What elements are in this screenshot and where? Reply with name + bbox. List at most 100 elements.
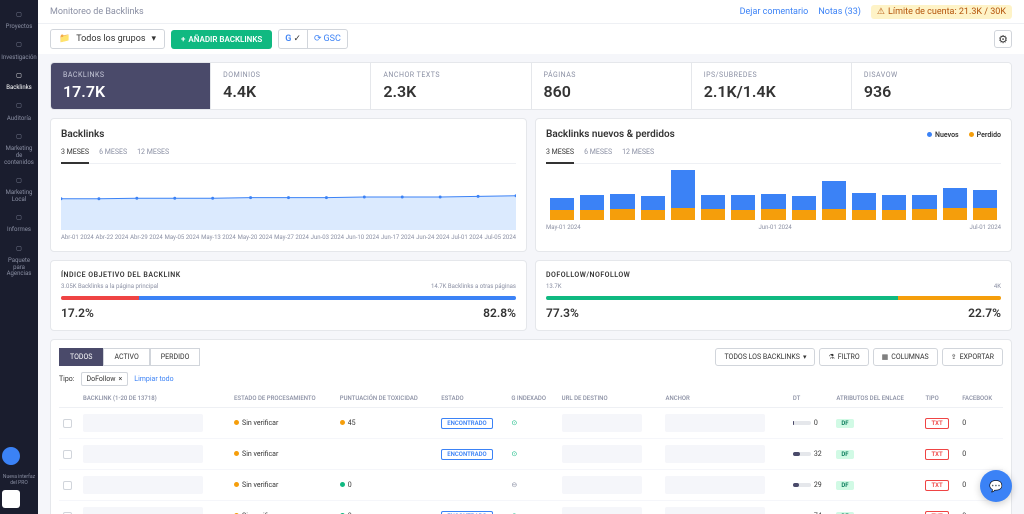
sidebar-item-house[interactable]: ▢Proyectos — [2, 4, 36, 35]
bar-pair — [912, 195, 936, 220]
sidebar-item-pin[interactable]: ▢Marketing Local — [2, 170, 36, 207]
kpi-backlinks[interactable]: BACKLINKS17.7K — [51, 63, 211, 109]
url-cell[interactable] — [562, 476, 642, 494]
url-cell[interactable] — [562, 507, 642, 514]
export-button[interactable]: ⇪ EXPORTAR — [942, 348, 1003, 366]
dt-value: 0 — [814, 419, 818, 427]
column-header[interactable]: ATRIBUTOS DEL ENLACE — [832, 390, 921, 408]
kpi-ips/subredes[interactable]: IPS/SUBREDES2.1K/1.4K — [692, 63, 852, 109]
x-label: May-13 2024 — [201, 234, 236, 241]
notes-link[interactable]: Notas (33) — [818, 7, 861, 17]
type-badge: TXT — [925, 449, 948, 460]
x-label: May-01 2024 — [546, 224, 581, 231]
column-header[interactable]: DT — [789, 390, 833, 408]
x-label: Jul-05 2024 — [485, 234, 516, 241]
kpi-label: PÁGINAS — [544, 71, 679, 79]
url-cell[interactable] — [562, 445, 642, 463]
sidebar-new-ui[interactable]: Nueva interfaz del PRO — [2, 471, 36, 490]
sidebar-tool[interactable] — [2, 490, 20, 508]
row-checkbox[interactable] — [63, 481, 72, 490]
comment-link[interactable]: Dejar comentario — [740, 7, 809, 17]
indexed-icon: ⊖ — [511, 481, 517, 489]
period-tab[interactable]: 6 MESES — [99, 148, 127, 159]
close-icon[interactable]: × — [119, 375, 123, 383]
column-header[interactable]: ESTADO — [437, 390, 507, 408]
type-badge: TXT — [925, 418, 948, 429]
sidebar-item-chart[interactable]: ▢Informes — [2, 207, 36, 238]
period-tab[interactable]: 3 MESES — [546, 148, 574, 164]
url-cell[interactable] — [562, 414, 642, 432]
x-label: May-20 2024 — [238, 234, 273, 241]
period-tab[interactable]: 12 MESES — [137, 148, 169, 159]
sidebar-item-doc[interactable]: ▢Marketing de contenidos — [2, 126, 36, 170]
backlink-cell[interactable] — [83, 476, 203, 494]
column-header[interactable]: FACEBOOK — [958, 390, 1003, 408]
period-tab[interactable]: 3 MESES — [61, 148, 89, 164]
dt-value: 32 — [814, 450, 822, 458]
x-label: May-27 2024 — [274, 234, 309, 241]
sidebar-item-book[interactable]: ▢Investigación — [2, 35, 36, 66]
anchor-cell — [665, 414, 765, 432]
column-header[interactable]: ANCHOR — [661, 390, 788, 408]
filter-chip[interactable]: DoFollow × — [81, 372, 129, 386]
backlink-cell[interactable] — [83, 414, 203, 432]
columns-button[interactable]: ▦ COLUMNAS — [873, 348, 938, 366]
sidebar-item-box[interactable]: ▢Paquete para Agencias — [2, 238, 36, 282]
x-label: Jun-01 2024 — [758, 224, 791, 231]
sidebar-label: Informes — [7, 227, 31, 234]
table-row: Sin verificar 45 ENCONTRADO ⊙ 0 DF TXT 0 — [59, 408, 1003, 439]
type-badge: TXT — [925, 480, 948, 491]
group-dropdown[interactable]: 📁 Todos los grupos ▾ — [50, 29, 165, 49]
sidebar-label: Auditoría — [7, 116, 31, 123]
add-backlinks-button[interactable]: + AÑADIR BACKLINKS — [171, 30, 272, 49]
period-tab[interactable]: 12 MESES — [622, 148, 654, 159]
status-text: Sin verificar — [242, 450, 278, 458]
column-header[interactable]: BACKLINK (1-20 DE 13718) — [79, 390, 230, 408]
column-header[interactable]: TIPO — [921, 390, 958, 408]
column-header[interactable]: URL DE DESTINO — [558, 390, 662, 408]
kpi-dominios[interactable]: DOMINIOS4.4K — [211, 63, 371, 109]
backlink-cell[interactable] — [83, 445, 203, 463]
progress-right-val: 22.7% — [968, 306, 1001, 320]
bar-pair — [731, 195, 755, 220]
backlink-cell[interactable] — [83, 507, 203, 514]
sidebar-item-shield[interactable]: ▢Auditoría — [2, 96, 36, 127]
folder-icon: 📁 — [59, 34, 70, 44]
kpi-páginas[interactable]: PÁGINAS860 — [532, 63, 692, 109]
chart-title: Backlinks — [61, 129, 104, 140]
chat-button[interactable]: 💬 — [980, 470, 1012, 502]
filter-button[interactable]: ⚗ FILTRO — [819, 348, 868, 366]
row-checkbox[interactable] — [63, 419, 72, 428]
nuevos-perdidos-card: Backlinks nuevos & perdidos NuevosPerdid… — [535, 118, 1012, 252]
x-label: Jul-01 2024 — [970, 224, 1001, 231]
kpi-disavow[interactable]: DISAVOW936 — [852, 63, 1011, 109]
column-header[interactable]: PUNTUACIÓN DE TOXICIDAD — [336, 390, 438, 408]
column-header[interactable] — [59, 390, 79, 408]
target-index-card: ÍNDICE OBJETIVO DEL BACKLINK 3.05K Backl… — [50, 260, 527, 331]
bar-pair — [641, 196, 665, 220]
all-backlinks-dropdown[interactable]: TODOS LOS BACKLINKS ▾ — [715, 348, 815, 366]
row-checkbox[interactable] — [63, 450, 72, 459]
clear-filters-link[interactable]: Limpiar todo — [134, 375, 173, 383]
google-toggle[interactable]: G ✓ — [279, 30, 308, 48]
box-icon: ▢ — [12, 242, 26, 256]
table-tab[interactable]: ACTIVO — [103, 348, 149, 366]
column-header[interactable]: ESTADO DE PROCESAMIENTO — [230, 390, 336, 408]
sidebar-avatar[interactable] — [2, 447, 20, 465]
gsc-toggle[interactable]: ⟳ GSC — [308, 30, 347, 48]
dt-value: 29 — [814, 481, 822, 489]
table-tab[interactable]: TODOS — [59, 348, 103, 366]
area-chart — [61, 170, 516, 230]
progress-right-sub: 14.7K Backlinks a otras páginas — [431, 283, 516, 290]
settings-button[interactable]: ⚙ — [994, 30, 1012, 48]
table-tab[interactable]: PERDIDO — [150, 348, 201, 366]
bar-pair — [973, 190, 997, 220]
period-tab[interactable]: 6 MESES — [584, 148, 612, 159]
column-header[interactable]: G INDEXADO — [507, 390, 557, 408]
kpi-value: 4.4K — [223, 82, 358, 101]
sidebar: ▢Proyectos▢Investigación▢Backlinks▢Audit… — [0, 0, 38, 514]
sidebar-item-link[interactable]: ▢Backlinks — [2, 65, 36, 96]
kpi-anchor texts[interactable]: ANCHOR TEXTS2.3K — [371, 63, 531, 109]
status-badge: ENCONTRADO — [441, 449, 492, 460]
bar-pair — [822, 181, 846, 220]
